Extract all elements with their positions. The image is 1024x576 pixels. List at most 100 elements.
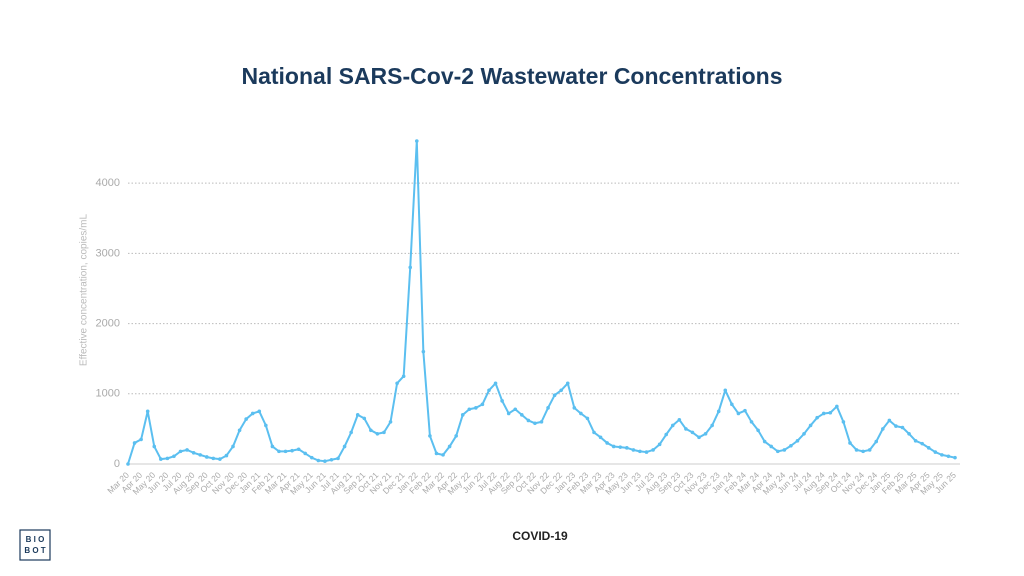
data-point xyxy=(500,399,504,403)
data-point xyxy=(132,441,137,445)
data-point xyxy=(565,381,570,386)
data-point xyxy=(808,423,813,428)
data-point xyxy=(355,413,360,417)
data-point xyxy=(874,439,879,444)
data-point xyxy=(467,407,472,412)
logo-box xyxy=(19,529,51,561)
data-point xyxy=(933,450,938,454)
data-point xyxy=(447,444,452,449)
y-tick-label: 3000 xyxy=(96,247,120,259)
data-point xyxy=(953,455,957,460)
data-point xyxy=(907,432,911,436)
data-point xyxy=(303,451,308,456)
data-point xyxy=(145,409,150,414)
data-point xyxy=(625,446,629,450)
data-point xyxy=(828,410,833,415)
data-point xyxy=(664,432,669,437)
data-point xyxy=(139,437,143,442)
y-axis-label: Effective concentration, copies/mL xyxy=(79,214,90,367)
data-point xyxy=(690,430,695,435)
data-point xyxy=(506,411,511,416)
data-point xyxy=(218,457,222,461)
data-point xyxy=(881,427,885,431)
logo-text: B O T xyxy=(24,546,45,555)
data-point xyxy=(940,453,944,457)
data-point xyxy=(460,413,465,417)
data-point xyxy=(172,454,176,459)
data-point xyxy=(946,454,951,459)
data-point xyxy=(605,441,609,445)
data-point xyxy=(769,444,774,449)
data-point xyxy=(329,457,334,462)
data-point xyxy=(290,448,294,453)
data-point xyxy=(821,411,826,416)
data-point xyxy=(592,430,596,435)
data-point xyxy=(585,416,590,421)
data-point xyxy=(526,418,531,423)
data-point xyxy=(552,393,557,398)
x-axis-label: COVID-19 xyxy=(512,529,568,543)
data-point xyxy=(152,444,157,449)
data-point xyxy=(920,441,924,446)
data-point xyxy=(513,407,518,412)
data-point xyxy=(736,411,741,416)
logo-text: B I O xyxy=(26,535,45,544)
data-point xyxy=(743,408,747,413)
data-point xyxy=(848,441,852,445)
y-tick-label: 1000 xyxy=(96,388,120,400)
data-point xyxy=(185,448,189,452)
y-tick-label: 4000 xyxy=(96,177,120,189)
data-point xyxy=(894,424,898,428)
data-point xyxy=(408,265,413,270)
data-point xyxy=(382,430,386,435)
data-point xyxy=(191,450,196,455)
data-point xyxy=(342,444,347,449)
data-point xyxy=(684,427,688,431)
data-point xyxy=(264,423,268,428)
data-point xyxy=(414,139,419,143)
data-point xyxy=(336,456,340,461)
data-point xyxy=(257,409,262,414)
data-point xyxy=(388,420,393,424)
data-point xyxy=(854,448,859,452)
data-point xyxy=(428,434,432,438)
data-point xyxy=(244,417,248,421)
data-point xyxy=(309,455,314,460)
data-point xyxy=(401,374,406,379)
data-point xyxy=(926,446,931,450)
y-tick-label: 0 xyxy=(114,458,120,470)
data-point xyxy=(638,449,642,454)
data-point xyxy=(579,411,583,416)
data-point xyxy=(493,381,498,386)
data-point xyxy=(434,451,439,456)
chart-title: National SARS-Cov-2 Wastewater Concentra… xyxy=(241,63,782,89)
data-point xyxy=(867,448,872,452)
data-point xyxy=(421,349,426,354)
data-point xyxy=(795,439,800,443)
data-point xyxy=(789,443,793,448)
data-point xyxy=(250,411,255,416)
data-point xyxy=(611,444,616,449)
data-line xyxy=(127,140,956,465)
data-point xyxy=(441,453,445,457)
data-point xyxy=(716,409,721,414)
data-point xyxy=(211,456,216,461)
data-point xyxy=(887,418,892,423)
data-point xyxy=(474,406,478,410)
data-point xyxy=(323,459,327,463)
data-point xyxy=(480,402,485,407)
data-point xyxy=(533,421,537,426)
data-point xyxy=(644,450,649,454)
data-point xyxy=(369,428,373,433)
data-point xyxy=(224,453,229,458)
data-point xyxy=(362,416,367,421)
data-point xyxy=(835,404,839,409)
data-point xyxy=(756,428,760,433)
data-point xyxy=(723,388,728,393)
data-point xyxy=(913,439,918,443)
data-point xyxy=(546,406,550,410)
data-point xyxy=(657,442,662,447)
data-point xyxy=(802,432,806,436)
data-point xyxy=(841,420,846,424)
